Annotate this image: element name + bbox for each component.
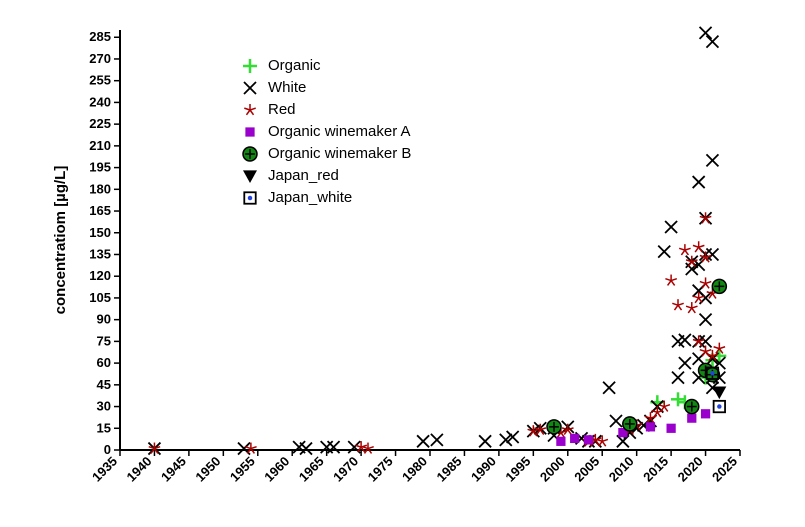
- y-tick-label: 105: [89, 290, 111, 305]
- x-tick-label: 1950: [192, 454, 223, 485]
- y-tick-label: 120: [89, 268, 111, 283]
- x-tick-label: 2010: [606, 454, 637, 485]
- y-tick-label: 45: [97, 377, 111, 392]
- y-tick-label: 150: [89, 225, 111, 240]
- x-tick-label: 2000: [537, 454, 568, 485]
- legend-label-white: White: [268, 79, 306, 96]
- y-tick-label: 30: [97, 399, 111, 414]
- y-tick-label: 240: [89, 94, 111, 109]
- legend-label-red: Red: [268, 101, 296, 118]
- y-tick-label: 165: [89, 203, 111, 218]
- x-tick-label: 1985: [434, 454, 465, 485]
- x-tick-label: 1960: [261, 454, 292, 485]
- x-tick-label: 2015: [640, 454, 671, 485]
- x-tick-label: 1965: [296, 454, 327, 485]
- x-tick-label: 1935: [89, 454, 120, 485]
- legend-label-owa: Organic winemaker A: [268, 123, 411, 140]
- x-tick-label: 2025: [709, 454, 740, 485]
- x-tick-label: 1980: [399, 454, 430, 485]
- x-tick-label: 1990: [468, 454, 499, 485]
- x-tick-label: 1995: [502, 454, 533, 485]
- x-tick-label: 1975: [365, 454, 396, 485]
- y-tick-label: 255: [89, 73, 111, 88]
- legend-label-japan_red: Japan_red: [268, 167, 339, 184]
- y-tick-label: 195: [89, 160, 111, 175]
- y-tick-label: 225: [89, 116, 111, 131]
- legend-label-organic: Organic: [268, 57, 321, 74]
- x-tick-label: 2020: [675, 454, 706, 485]
- y-tick-label: 180: [89, 181, 111, 196]
- y-tick-label: 60: [97, 355, 111, 370]
- y-axis-label: concentratiom [µg/L]: [52, 166, 69, 315]
- y-tick-label: 90: [97, 312, 111, 327]
- y-tick-label: 270: [89, 51, 111, 66]
- x-tick-label: 2005: [571, 454, 602, 485]
- scatter-chart: 0153045607590105120135150165180195210225…: [0, 0, 805, 527]
- y-tick-label: 210: [89, 138, 111, 153]
- x-tick-label: 1945: [158, 454, 189, 485]
- x-tick-label: 1955: [227, 454, 258, 485]
- x-tick-label: 1970: [330, 454, 361, 485]
- legend-label-owb: Organic winemaker B: [268, 145, 411, 162]
- x-tick-label: 1940: [124, 454, 155, 485]
- y-tick-label: 135: [89, 246, 111, 261]
- y-tick-label: 15: [97, 420, 111, 435]
- y-tick-label: 285: [89, 29, 111, 44]
- chart-svg: 0153045607590105120135150165180195210225…: [0, 0, 805, 527]
- y-tick-label: 75: [97, 333, 111, 348]
- legend-label-japan_white: Japan_white: [268, 189, 352, 206]
